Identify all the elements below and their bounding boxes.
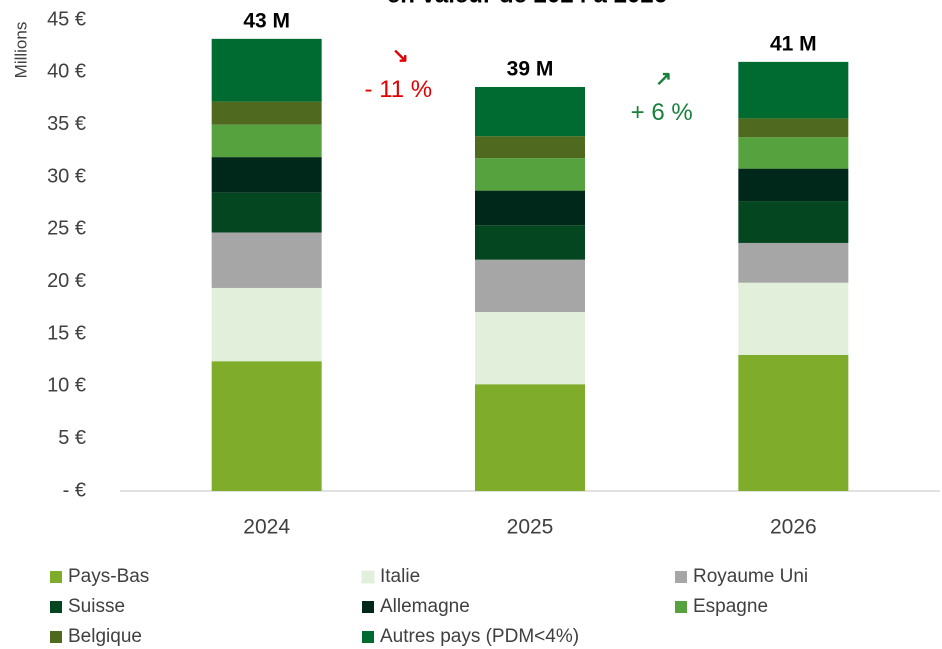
bar-segment xyxy=(738,354,849,491)
bar-segment xyxy=(475,384,585,491)
bar-segment xyxy=(211,124,322,158)
x-tick-label: 2026 xyxy=(770,516,817,539)
x-tick-label: 2024 xyxy=(243,516,290,539)
y-tick-label: 30 € xyxy=(47,165,86,187)
total-label: 43 M xyxy=(243,9,290,32)
y-tick-label: 15 € xyxy=(47,322,86,344)
change-label: - 11 % xyxy=(365,76,433,103)
legend-label: Pays-Bas xyxy=(68,566,149,587)
bar-segment xyxy=(738,201,849,243)
legend-label: Autres pays (PDM<4%) xyxy=(380,626,579,647)
total-label: 39 M xyxy=(507,58,554,81)
total-label: 41 M xyxy=(770,32,817,55)
bar-segment xyxy=(211,287,322,362)
change-arrow: ↗ xyxy=(655,68,672,90)
y-axis-label: Millions xyxy=(11,22,30,79)
legend-swatch xyxy=(50,601,62,613)
bar-segment xyxy=(738,282,849,355)
y-tick-label: 10 € xyxy=(47,375,86,397)
bar-segment xyxy=(475,259,585,313)
legend-label: Italie xyxy=(380,566,420,587)
bar-segment xyxy=(475,190,585,226)
legend-swatch xyxy=(362,601,374,613)
bar-segment xyxy=(475,136,585,159)
y-tick-label: 20 € xyxy=(47,270,86,292)
bar-segment xyxy=(738,118,849,138)
y-tick-label: 40 € xyxy=(47,61,86,83)
change-label: + 6 % xyxy=(631,99,693,126)
legend-swatch xyxy=(50,571,62,583)
bar-segment xyxy=(211,192,322,233)
bar-segment xyxy=(211,232,322,288)
legend-label: Allemagne xyxy=(380,596,470,617)
y-tick-label: 45 € xyxy=(47,8,86,30)
bar-segment xyxy=(475,158,585,191)
bar-segment xyxy=(475,312,585,385)
bar-segment xyxy=(738,242,849,283)
legend-swatch xyxy=(675,601,687,613)
bar-segment xyxy=(211,157,322,193)
bar-segment xyxy=(211,38,322,102)
bar-segment xyxy=(475,86,585,137)
y-tick-label: 35 € xyxy=(47,113,86,135)
bar-segment xyxy=(211,361,322,491)
y-tick-label: 25 € xyxy=(47,218,86,240)
change-arrow: ↘ xyxy=(392,45,409,67)
y-tick-label: 5 € xyxy=(58,427,86,449)
legend-label: Espagne xyxy=(693,596,768,617)
legend-swatch xyxy=(361,570,375,584)
legend-label: Belgique xyxy=(68,626,142,647)
legend-swatch xyxy=(50,631,62,643)
legend-label: Royaume Uni xyxy=(693,566,808,587)
legend-swatch xyxy=(362,631,374,643)
x-tick-label: 2025 xyxy=(507,516,554,539)
y-tick-label: - € xyxy=(63,479,86,501)
chart-title: en valeur de 2024 à 2026 xyxy=(387,0,667,8)
bar-segment xyxy=(475,225,585,260)
bar-segment xyxy=(738,137,849,169)
bar-segment xyxy=(738,168,849,202)
bar-segment xyxy=(211,101,322,125)
legend-swatch xyxy=(675,571,687,583)
bar-segment xyxy=(738,61,849,119)
legend-label: Suisse xyxy=(68,596,125,617)
